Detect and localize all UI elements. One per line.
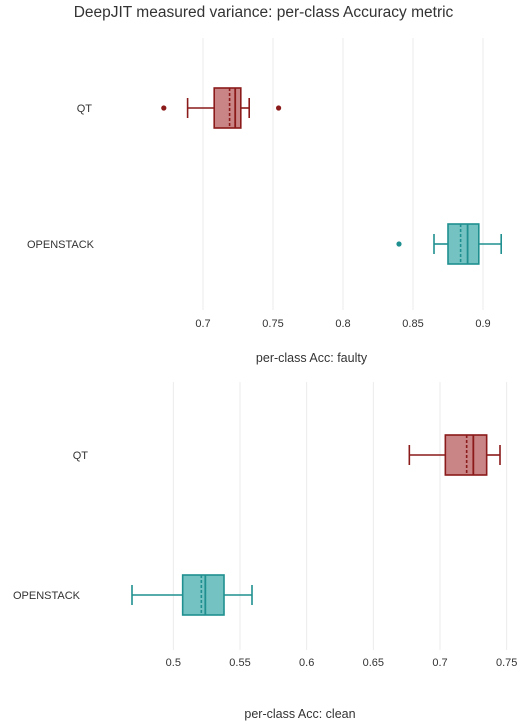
x-tick-label: 0.5 [166,657,181,669]
x-tick-label: 0.9 [475,318,490,330]
box-openstack [396,223,503,265]
outlier-point [276,105,282,111]
category-label-openstack: OPENSTACK [27,239,95,251]
box-qt [408,434,501,476]
x-tick-label: 0.7 [195,318,210,330]
x-axis-title: per-class Acc: clean [244,707,355,721]
x-tick-label: 0.75 [262,318,283,330]
panel-1: 0.7 0.75 0.8 0.85 0.9 per-class Acc: faulty QT… [27,38,503,365]
x-tick-label: 0.8 [335,318,350,330]
x-tick-label: 0.85 [402,318,423,330]
panel-2: 0.5 0.55 0.6 0.65 0.7 0.75 per-class Acc: clea… [13,382,517,721]
chart-title: DeepJIT measured variance: per-class Acc… [73,4,454,21]
iqr-box [447,223,480,265]
category-label-qt: QT [77,103,93,115]
x-tick-label: 0.6 [299,657,314,669]
box-openstack [131,574,253,616]
x-axis-title: per-class Acc: faulty [256,351,368,365]
category-label-qt: QT [73,450,89,462]
x-tick-label: 0.55 [229,657,250,669]
x-tick-label: 0.7 [432,657,447,669]
outlier-point [396,241,402,247]
iqr-box [213,87,242,129]
box-qt [161,87,282,129]
x-tick-label: 0.65 [363,657,384,669]
iqr-box [181,574,225,616]
x-tick-label: 0.75 [496,657,517,669]
outlier-point [161,105,167,111]
category-label-openstack: OPENSTACK [13,590,81,602]
